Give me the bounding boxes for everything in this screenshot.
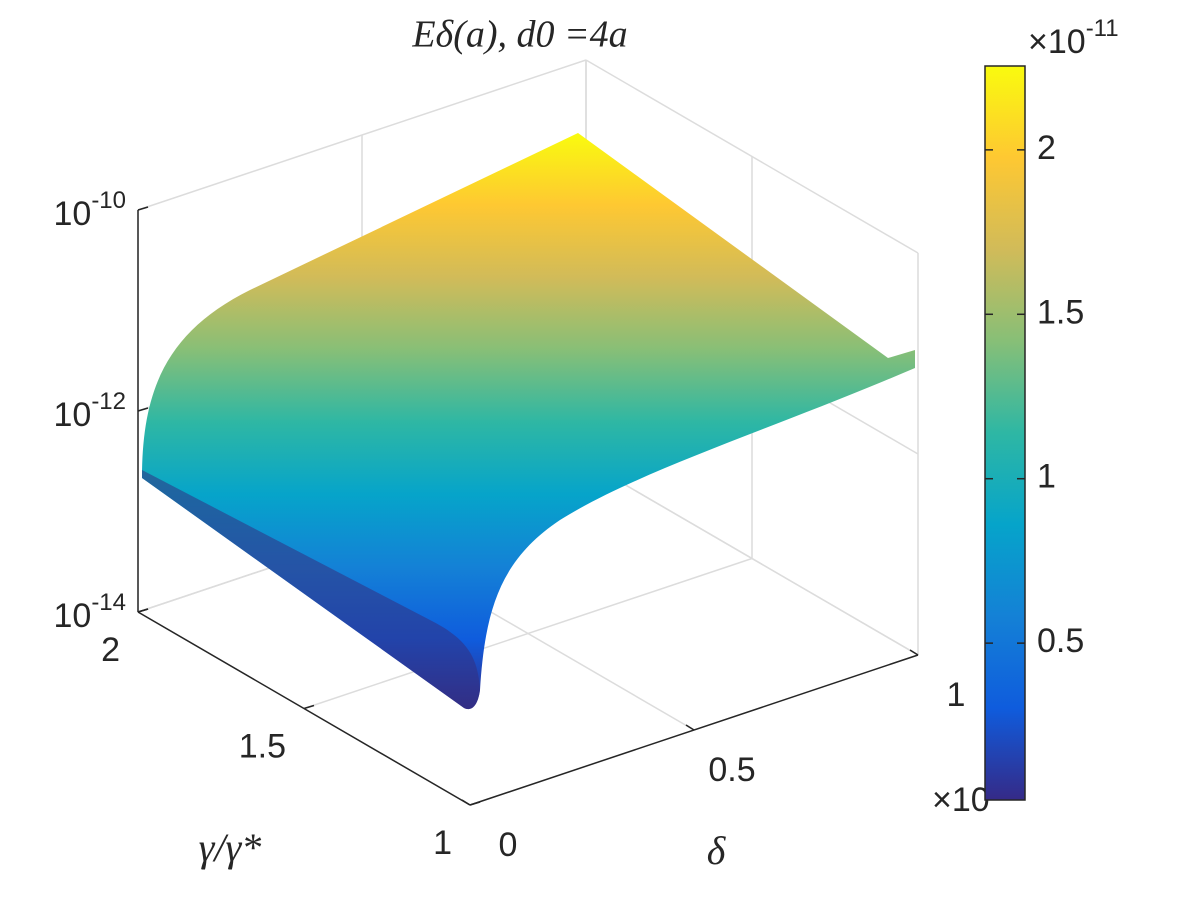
z-tick <box>137 206 149 211</box>
x-tick <box>685 724 695 731</box>
z-tick-label: 10-10 <box>53 187 126 233</box>
surface-top <box>142 133 915 710</box>
x-tick-label: 1 <box>947 676 966 714</box>
colorbar-tick-label: 0.5 <box>1037 622 1084 660</box>
surface-group <box>142 133 915 710</box>
y-tick <box>303 704 315 710</box>
colorbar-tick-label: 1.5 <box>1037 293 1084 331</box>
colorbar-multiplier: ×10-11 <box>1028 15 1119 61</box>
x-tick-label: 0 <box>499 826 518 864</box>
y-tick <box>137 608 149 613</box>
colorbar <box>984 65 1026 801</box>
colorbar-tick-label: 2 <box>1037 129 1056 167</box>
y-tick-label: 1 <box>433 824 452 862</box>
z-tick-label: 10-12 <box>53 388 126 434</box>
y-tick-label: 2 <box>101 631 120 669</box>
colorbar-tick-label: 1 <box>1037 458 1056 496</box>
x-tick <box>909 649 919 656</box>
x-axis-label: δ <box>707 828 727 873</box>
y-grid-line <box>303 557 753 710</box>
chart-title: Eδ(a), d0 =4a <box>411 14 627 56</box>
y-tick <box>469 801 481 806</box>
axes: 10-1410-1210-1011.5200.51×10100.511.52×1… <box>53 15 1118 864</box>
y-tick-label: 1.5 <box>239 727 286 765</box>
y-axis-label: γ/γ* <box>199 825 262 870</box>
z-tick-label: 10-14 <box>53 589 126 635</box>
x-tick-label: 0.5 <box>708 751 755 789</box>
surface-front <box>142 470 480 710</box>
z-tick <box>137 407 149 412</box>
x-tick <box>461 799 471 806</box>
